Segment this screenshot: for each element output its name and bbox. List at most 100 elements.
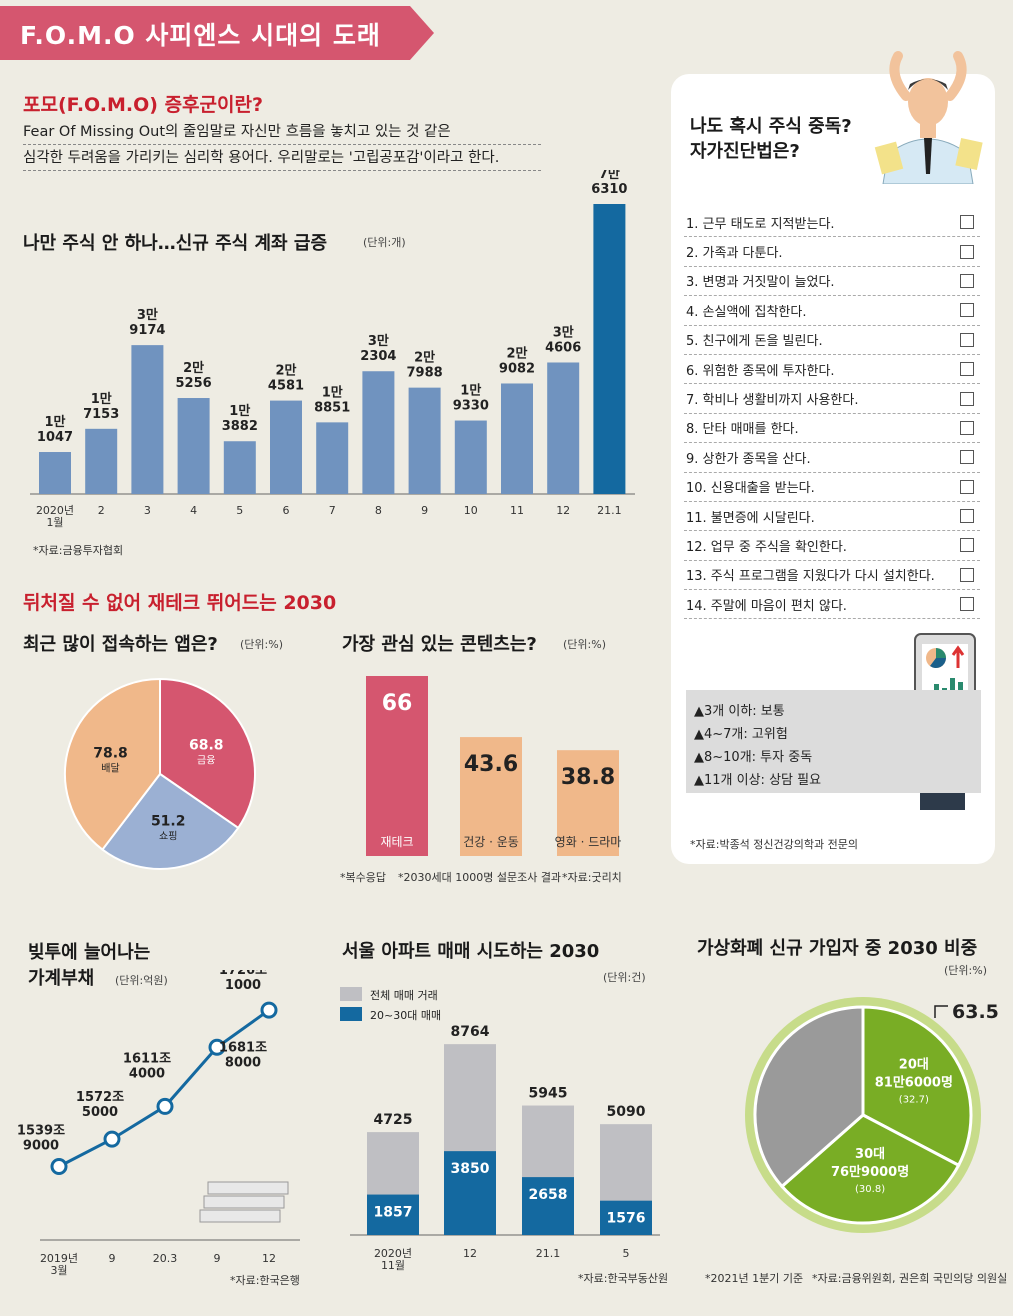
checklist-item: 7. 학비나 생활비까지 사용한다. [684,384,980,414]
checklist-item-label: 4. 손실액에 집착한다. [686,304,807,320]
crypto-pie-slice [779,1113,961,1225]
apt-bar-young [444,1151,496,1235]
apps-pie-slice [101,772,240,870]
crypto-note-period: *2021년 1분기 기준 [705,1272,804,1285]
apt-legend-label-young: 20~30대 매매 [370,1009,441,1022]
checklist-item: 6. 위험한 종목에 투자한다. [684,355,980,385]
checklist-item-label: 11. 불면증에 시달린다. [686,510,815,526]
accounts-bar [270,400,302,494]
accounts-tick-label: 21.1 [597,504,622,517]
accounts-tick-label: 2 [98,504,105,517]
debt-tick-label: 2019년 3월 [40,1252,78,1277]
accounts-bar-label: 2만 9082 [499,345,535,376]
checklist-item-label: 3. 변명과 거짓말이 늘었다. [686,275,835,291]
checkbox-icon[interactable] [960,479,974,494]
apt-total-label: 5945 [529,1086,568,1102]
crypto-slice-pct: (32.7) [899,1094,929,1105]
contents-bar-category: 재테크 [380,835,413,849]
accounts-tick-label: 3 [144,504,151,517]
checkbox-icon[interactable] [960,303,974,318]
crypto-callout-line [934,1005,948,1018]
accounts-bar-label: 2만 5256 [176,360,212,391]
debt-line [58,1008,270,1168]
checklist-item-label: 9. 상한가 종목을 산다. [686,451,811,467]
contents-chart-title: 가장 관심 있는 콘텐츠는? [342,634,537,655]
accounts-bar [39,452,71,494]
apps-chart-title: 최근 많이 접속하는 앱은? [23,634,218,655]
checklist-item: 11. 불면증에 시달린다. [684,502,980,532]
accounts-bar [223,441,256,494]
crypto-pie-slice [861,1005,973,1168]
debt-tick-label: 12 [262,1252,276,1265]
apps-slice-label: 금융 [197,755,215,767]
selfcheck-source: *자료:박종석 정신건강의학과 전문의 [690,838,858,851]
apps-slice-value: 78.8 [93,745,128,761]
apt-chart-unit: (단위:건) [603,971,646,984]
accounts-tick-label: 5 [236,504,243,517]
checkbox-icon[interactable] [960,420,974,435]
checklist-item: 10. 신용대출을 받는다. [684,473,980,502]
debt-point [103,1130,121,1148]
contents-chart-unit: (단위:%) [563,638,606,651]
scoring-line: ▲4~7개: 고위험 [694,727,788,742]
fomo-desc-line1: Fear Of Missing Out의 줄임말로 자신만 흐름을 놓치고 있는… [23,120,541,145]
money-bill-layer [207,1181,289,1195]
apt-young-label: 2658 [529,1187,568,1203]
selfcheck-title-line2: 자가진단법은? [690,141,800,162]
checklist-item: 12. 업무 중 주식을 확인한다. [684,531,980,561]
accounts-bar [85,428,118,494]
checkbox-icon[interactable] [960,244,974,259]
checkbox-icon[interactable] [960,509,974,524]
accounts-bar-label: 1만 3882 [222,403,258,434]
checkbox-icon[interactable] [960,391,974,406]
accounts-tick-label: 8 [375,504,382,517]
accounts-bar-label: 1만 1047 [37,414,73,445]
checkbox-icon[interactable] [960,597,974,612]
accounts-bar-label: 3만 9174 [129,307,165,338]
checkbox-icon[interactable] [960,538,974,553]
checkbox-icon[interactable] [960,450,974,465]
checklist-item-label: 7. 학비나 생활비까지 사용한다. [686,393,859,409]
debt-point [208,1038,226,1056]
debt-tick-label: 9 [109,1252,116,1265]
debt-chart-title-line2: 가계부채 [28,968,95,989]
contents-note-survey: *2030세대 1000명 설문조사 결과 [398,871,562,884]
accounts-bar [501,383,533,494]
debt-chart-title-line1: 빚투에 늘어나는 [28,942,151,963]
checkbox-icon[interactable] [960,273,974,288]
checkbox-icon[interactable] [960,332,974,347]
checkbox-icon[interactable] [960,362,974,377]
accounts-tick-label: 2020년 1월 [36,504,74,529]
accounts-bar-label: 1만 8851 [314,384,350,415]
selfcheck-list: 1. 근무 태도로 지적받는다. 2. 가족과 다툰다. 3. 변명과 거짓말이 늘… [684,208,980,620]
checklist-item-label: 5. 친구에게 돈을 빌린다. [686,334,823,350]
checkbox-icon[interactable] [960,567,974,582]
banner-title: F.O.M.O 사피엔스 시대의 도래 [20,21,381,50]
apt-bar-young [522,1177,574,1235]
debt-tick-label: 20.3 [153,1252,178,1265]
apt-total-label: 4725 [374,1112,413,1128]
accounts-bar-label: 2만 7988 [407,350,443,381]
contents-bar-value: 43.6 [464,752,518,777]
apt-tick-label: 5 [623,1247,630,1260]
accounts-tick-label: 4 [190,504,197,517]
accounts-chart-title: 나만 주식 안 하나…신규 주식 계좌 급증 [23,233,327,254]
accounts-bar [177,398,210,494]
money-bill-layer [199,1209,281,1223]
checklist-item: 9. 상한가 종목을 산다. [684,443,980,473]
debt-source: *자료:한국은행 [230,1274,300,1287]
apps-pie-slice [159,677,256,830]
accounts-tick-label: 7 [329,504,336,517]
accounts-bar [316,422,349,494]
accounts-bar-label: 1만 7153 [83,391,119,422]
checklist-item-label: 6. 위험한 종목에 투자한다. [686,363,835,379]
crypto-chart-title: 가상화폐 신규 가입자 중 2030 비중 [697,938,978,959]
checkbox-icon[interactable] [960,215,974,230]
debt-point [156,1097,174,1115]
accounts-bar-label: 3만 4606 [545,324,581,355]
debt-point [50,1157,68,1175]
checklist-item-label: 8. 단타 매매를 한다. [686,422,799,438]
scoring-line: ▲3개 이하: 보통 [694,704,785,719]
accounts-source: *자료:금융투자협회 [33,544,124,557]
accounts-bar [454,420,487,494]
